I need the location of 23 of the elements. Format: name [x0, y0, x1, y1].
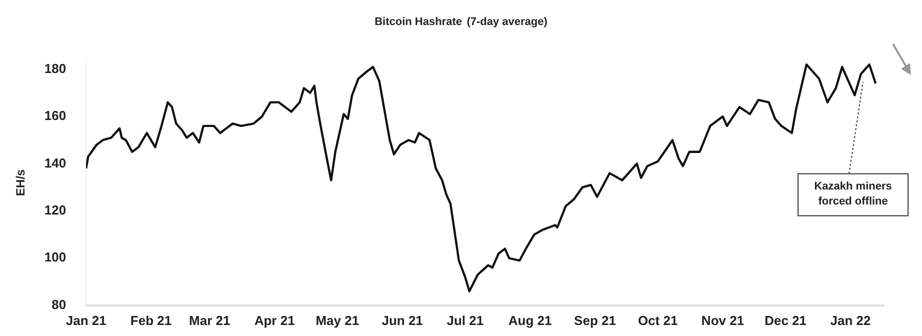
chart-title: Bitcoin Hashrate — [374, 16, 462, 28]
annotation: Kazakh miners forced offline — [814, 180, 892, 208]
x-tick-label: Aug 21 — [508, 312, 552, 328]
x-tick-label: Sep 21 — [574, 312, 616, 328]
x-tick-label: Jan 21 — [66, 312, 106, 328]
x-tick-label: Oct 21 — [638, 312, 678, 328]
x-tick-label: Nov 21 — [701, 312, 744, 328]
y-tick-label: 180 — [44, 60, 66, 76]
x-tick-label: Apr 21 — [254, 312, 295, 328]
x-tick-label: Jun 21 — [382, 312, 423, 328]
chart-subtitle: (7-day average) — [466, 16, 548, 28]
x-tick-label: Jul 21 — [446, 312, 484, 328]
y-tick-label: 100 — [44, 250, 66, 265]
x-tick-label: Jan 22 — [830, 312, 871, 328]
y-tick-label: 160 — [44, 108, 66, 124]
y-tick-label: 120 — [44, 202, 66, 218]
y-axis-title: EH/s — [14, 168, 28, 196]
y-tick-label: 80 — [52, 296, 66, 312]
x-tick-label: Feb 21 — [130, 312, 172, 328]
x-tick-label: Dec 21 — [764, 312, 807, 328]
y-tick-label: 140 — [44, 155, 66, 170]
x-tick-label: Mar 21 — [189, 312, 230, 328]
x-tick-label: May 21 — [316, 312, 360, 328]
